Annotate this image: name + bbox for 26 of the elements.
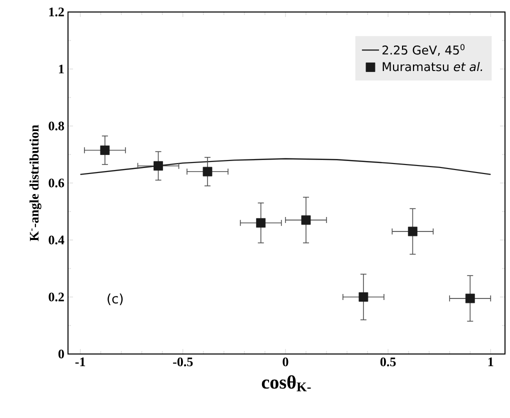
x-tick-label: -0.5 bbox=[173, 358, 193, 366]
y-tick-label: 0.6 bbox=[48, 178, 64, 188]
point bbox=[100, 146, 110, 155]
point bbox=[358, 292, 368, 302]
y-axis-title: K$^{-}$-angle distribution bbox=[29, 124, 42, 242]
point bbox=[202, 166, 212, 176]
y-tick-label: 0 bbox=[58, 350, 64, 358]
y-tick-label: 0.8 bbox=[48, 122, 64, 130]
line-series bbox=[80, 158, 492, 176]
x-tick-label: 1 bbox=[488, 358, 494, 366]
legend-label: Muramatsu et al. bbox=[382, 62, 482, 72]
point bbox=[408, 226, 418, 236]
point bbox=[465, 294, 475, 304]
annotation: (c) bbox=[108, 293, 123, 306]
point bbox=[256, 218, 266, 228]
y-tick-label: 0.4 bbox=[48, 236, 64, 244]
x-tick-label: -1 bbox=[75, 358, 86, 366]
x-tick-label: 0.5 bbox=[380, 358, 396, 366]
legend-label: 2.25 GeV, 45$^{0}$ bbox=[382, 44, 465, 56]
point bbox=[301, 215, 311, 225]
point bbox=[154, 161, 163, 171]
x-axis-title: cosθ$_{K-}$ bbox=[262, 375, 311, 392]
y-tick-label: 0.2 bbox=[48, 292, 64, 302]
x-tick-label: 0 bbox=[282, 358, 288, 366]
y-tick-label: 1 bbox=[59, 64, 64, 74]
y-tick-label: 1.2 bbox=[49, 8, 64, 16]
